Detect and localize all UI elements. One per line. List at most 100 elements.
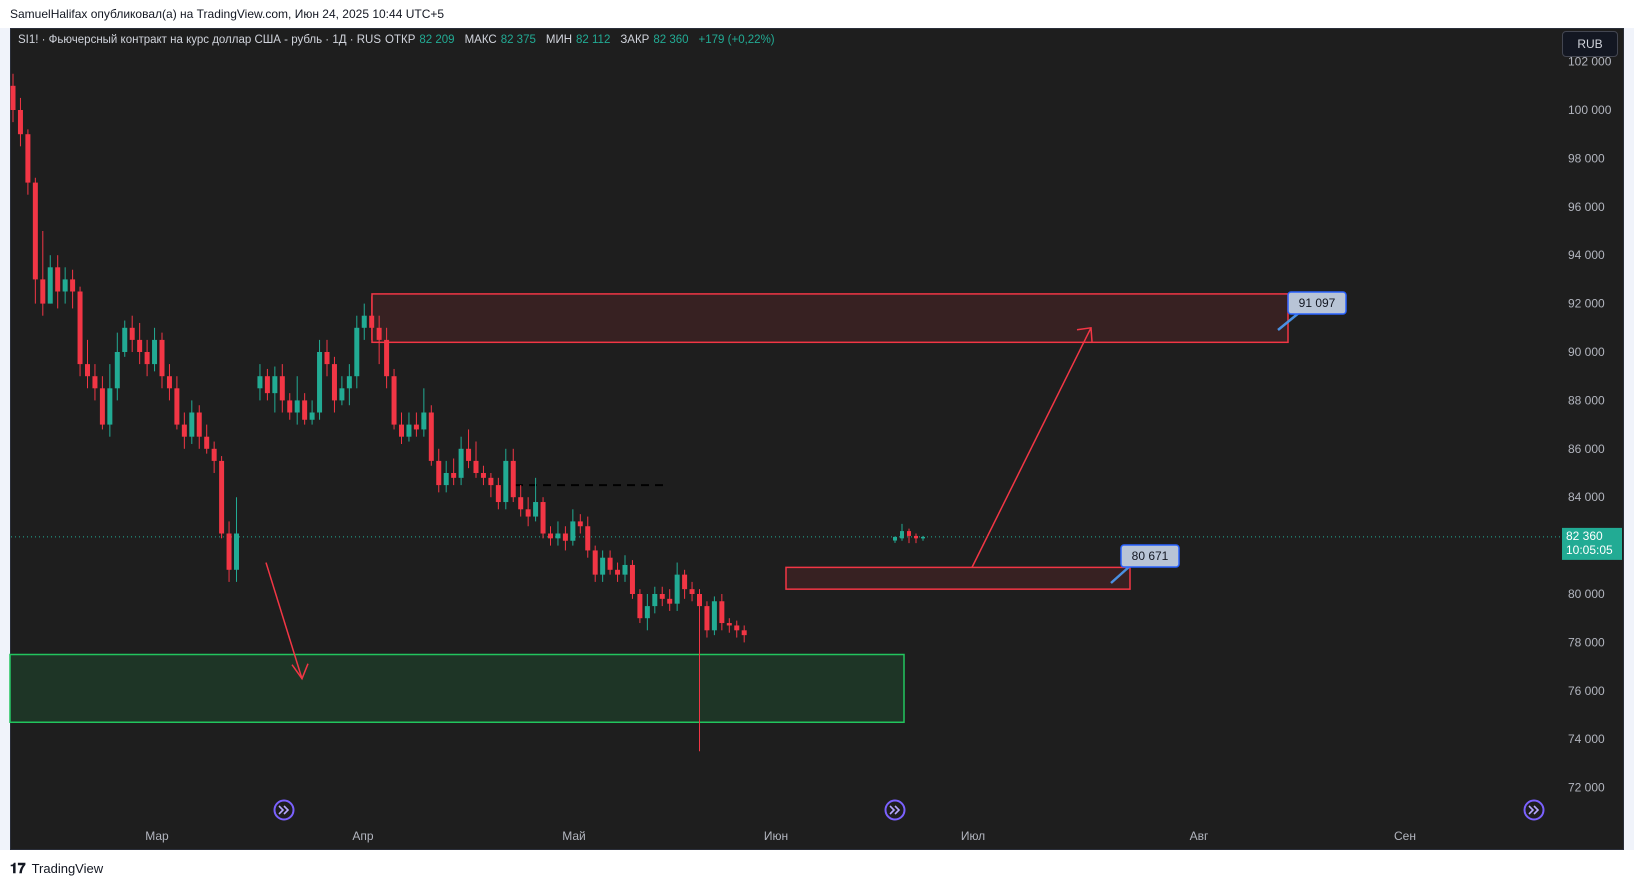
candle bbox=[159, 332, 165, 389]
candle-body bbox=[77, 291, 83, 365]
candle-body bbox=[211, 448, 217, 461]
candle bbox=[900, 523, 904, 541]
candle bbox=[893, 536, 897, 543]
event-marker-icon bbox=[884, 799, 906, 821]
candle-body bbox=[577, 521, 583, 527]
candle-body bbox=[480, 473, 486, 478]
candle bbox=[914, 533, 918, 544]
event-marker-chevron bbox=[1528, 805, 1535, 815]
candle-body bbox=[525, 509, 531, 517]
event-marker-icon bbox=[1523, 799, 1545, 821]
candle-body bbox=[689, 589, 695, 594]
candle-body bbox=[667, 598, 673, 604]
open-label: ОТКР bbox=[385, 34, 416, 46]
candle bbox=[376, 315, 382, 365]
candle-body bbox=[324, 352, 330, 365]
candle bbox=[585, 516, 591, 558]
candle-body bbox=[391, 376, 397, 425]
candle bbox=[272, 366, 278, 413]
candle-body bbox=[466, 448, 472, 461]
candle-body bbox=[451, 473, 457, 478]
y-tick-label: 88 000 bbox=[1568, 393, 1605, 407]
candle-body bbox=[384, 339, 390, 377]
candle bbox=[622, 555, 628, 582]
candle bbox=[540, 497, 546, 539]
y-tick-label: 90 000 bbox=[1568, 345, 1605, 359]
candle-body bbox=[264, 376, 270, 394]
candle bbox=[114, 332, 120, 401]
candle-body bbox=[921, 536, 925, 539]
y-tick-label: 92 000 bbox=[1568, 297, 1605, 311]
candle bbox=[25, 129, 31, 195]
candle bbox=[921, 535, 925, 541]
candle bbox=[137, 322, 143, 365]
candle bbox=[548, 526, 553, 546]
candle bbox=[458, 436, 464, 486]
candle bbox=[607, 550, 613, 575]
candle-body bbox=[518, 497, 524, 510]
currency-button[interactable]: RUB bbox=[1562, 31, 1618, 57]
target-label-box bbox=[1120, 544, 1180, 568]
x-month-label: Июн bbox=[764, 829, 788, 843]
candle bbox=[346, 364, 352, 406]
candle-body bbox=[107, 388, 113, 425]
candle-body bbox=[428, 412, 434, 461]
x-month-label: Июл bbox=[961, 829, 985, 843]
candle bbox=[637, 589, 643, 624]
candle-body bbox=[719, 601, 725, 624]
candle-body bbox=[152, 339, 158, 365]
candle-body bbox=[272, 376, 278, 394]
candle-body bbox=[159, 339, 165, 377]
candle bbox=[652, 586, 658, 614]
candle-body bbox=[711, 601, 717, 631]
close-label: ЗАКР bbox=[620, 34, 650, 46]
candle bbox=[92, 364, 98, 401]
candle bbox=[234, 497, 239, 582]
candle-body bbox=[40, 279, 46, 304]
candle bbox=[264, 368, 270, 401]
arrow-down bbox=[265, 562, 309, 681]
candle bbox=[488, 473, 494, 498]
candle-body bbox=[548, 533, 553, 539]
candle-body bbox=[629, 564, 635, 594]
candle bbox=[166, 364, 172, 401]
published-line: SamuelHalifax опубликовал(а) на TradingV… bbox=[10, 7, 445, 21]
candle bbox=[518, 485, 524, 517]
candle bbox=[219, 456, 225, 539]
last-price-value: 82 360 bbox=[1566, 529, 1603, 543]
open-value: 82 209 bbox=[419, 34, 455, 46]
candle-body bbox=[726, 623, 732, 626]
y-tick-label: 94 000 bbox=[1568, 248, 1605, 262]
candle bbox=[354, 315, 360, 389]
candle bbox=[129, 315, 135, 352]
event-marker-icon bbox=[273, 799, 295, 821]
y-tick-label: 74 000 bbox=[1568, 732, 1605, 746]
candle bbox=[279, 364, 285, 413]
candle bbox=[189, 400, 195, 444]
candle bbox=[555, 521, 561, 546]
candle-body bbox=[697, 594, 702, 607]
candle-body bbox=[406, 424, 412, 437]
candle-body bbox=[331, 364, 337, 401]
candle-body bbox=[399, 424, 404, 437]
candle-body bbox=[369, 315, 375, 328]
y-tick-label: 102 000 bbox=[1568, 55, 1612, 69]
change-value: +179 (+0,22%) bbox=[698, 34, 775, 46]
candle-body bbox=[674, 574, 680, 604]
resistance-zone bbox=[785, 566, 1131, 590]
candle bbox=[174, 376, 180, 430]
candle bbox=[697, 589, 702, 752]
candle bbox=[473, 441, 479, 478]
candle-body bbox=[204, 436, 210, 449]
candle bbox=[689, 581, 695, 602]
x-month-label: Авг bbox=[1190, 829, 1209, 843]
candle-body bbox=[294, 400, 300, 413]
candle-body bbox=[144, 352, 150, 365]
candle-body bbox=[495, 485, 501, 503]
footer-brand[interactable]: TradingView bbox=[31, 860, 104, 876]
candle bbox=[391, 368, 397, 430]
chart-panel[interactable] bbox=[10, 28, 1624, 850]
candle bbox=[719, 594, 725, 631]
candle-body bbox=[622, 564, 628, 575]
